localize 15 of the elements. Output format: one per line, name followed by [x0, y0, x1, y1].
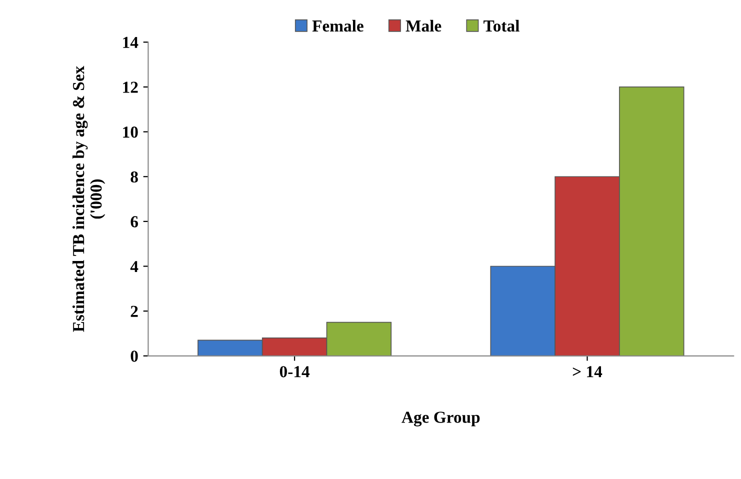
y-tick-label: 12	[123, 82, 138, 93]
legend-label: Female	[312, 20, 364, 32]
x-tick-label: 0-14	[280, 366, 310, 378]
x-axis-title: Age Group	[402, 412, 480, 426]
y-tick-label: 2	[130, 306, 138, 317]
legend-label: Male	[406, 20, 442, 32]
x-tick-label: > 14	[572, 366, 602, 378]
y-axis-title: Estimated TB incidence by age & Sex ('000)	[72, 66, 106, 332]
y-tick-label: 6	[130, 216, 138, 228]
y-tick-label: 10	[123, 126, 138, 138]
y-tick-label: 14	[123, 36, 138, 48]
y-tick-label: 4	[130, 261, 138, 272]
y-tick-label: 0	[130, 350, 138, 362]
y-tick-label: 8	[130, 171, 138, 183]
legend-label: Total	[484, 20, 520, 32]
